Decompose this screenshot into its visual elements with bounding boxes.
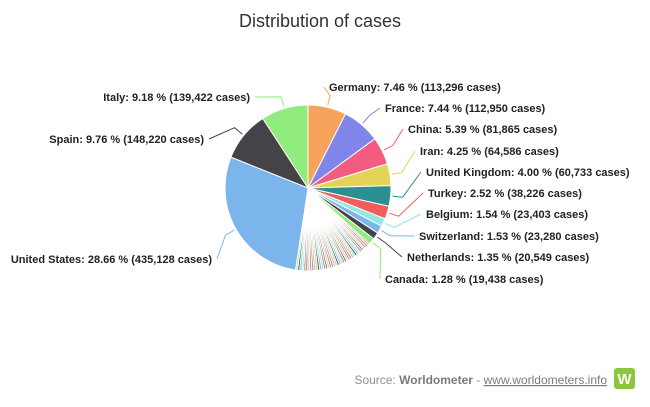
- source-link[interactable]: www.worldometers.info: [483, 373, 608, 387]
- connector-united-kingdom: [392, 171, 422, 198]
- data-label-germany: Germany: 7.46 % (113,296 cases): [329, 82, 501, 94]
- pie-slice-italy[interactable]: [262, 104, 309, 190]
- data-labels: United States: 28.66 % (435,128 cases) Sp…: [11, 82, 630, 286]
- data-label-iran: Iran: 4.25 % (64,586 cases): [420, 146, 559, 158]
- connector-turkey: [389, 192, 424, 217]
- worldometer-logo-icon: W: [614, 368, 635, 389]
- data-label-china: China: 5.39 % (81,865 cases): [408, 124, 558, 136]
- data-label-italy: Italy: 9.18 % (139,422 cases): [103, 92, 250, 104]
- connector-switzerland: [381, 230, 415, 237]
- data-label-canada: Canada: 1.28 % (19,438 cases): [385, 274, 544, 286]
- pie-slice-united-states[interactable]: [224, 156, 309, 271]
- source-credit: Source: Worldometer - www.worldometers.i…: [354, 368, 635, 389]
- source-separator: -: [473, 373, 484, 387]
- logo-letter: W: [617, 371, 632, 388]
- source-line: Source: Worldometer - www.worldometers.i…: [354, 373, 607, 387]
- label-connectors: [208, 86, 424, 280]
- connector-netherlands: [377, 236, 403, 258]
- data-label-belgium: Belgium: 1.54 % (23,403 cases): [426, 209, 588, 221]
- connector-spain: [208, 127, 243, 140]
- connector-belgium: [385, 213, 422, 229]
- chart-title: Distribution of cases: [239, 11, 401, 31]
- connector-china: [383, 128, 404, 151]
- data-label-france: France: 7.44 % (112,950 cases): [385, 103, 546, 115]
- data-label-switzerland: Switzerland: 1.53 % (23,280 cases): [419, 231, 599, 243]
- source-name: Worldometer: [399, 373, 473, 387]
- connector-germany: [323, 86, 331, 106]
- connector-united-states: [216, 229, 235, 260]
- source-prefix: Source:: [354, 373, 399, 387]
- pie-slices: [224, 104, 392, 272]
- connector-france: [362, 107, 381, 124]
- data-label-turkey: Turkey: 2.52 % (38,226 cases): [428, 188, 582, 200]
- connector-canada: [372, 242, 382, 280]
- data-label-united-kingdom: United Kingdom: 4.00 % (60,733 cases): [426, 167, 630, 179]
- data-label-united-states: United States: 28.66 % (435,128 cases): [11, 254, 213, 266]
- connector-iran: [391, 150, 416, 175]
- data-label-spain: Spain: 9.76 % (148,220 cases): [49, 134, 204, 146]
- connector-italy: [254, 96, 285, 107]
- data-label-netherlands: Netherlands: 1.35 % (20,549 cases): [407, 252, 590, 264]
